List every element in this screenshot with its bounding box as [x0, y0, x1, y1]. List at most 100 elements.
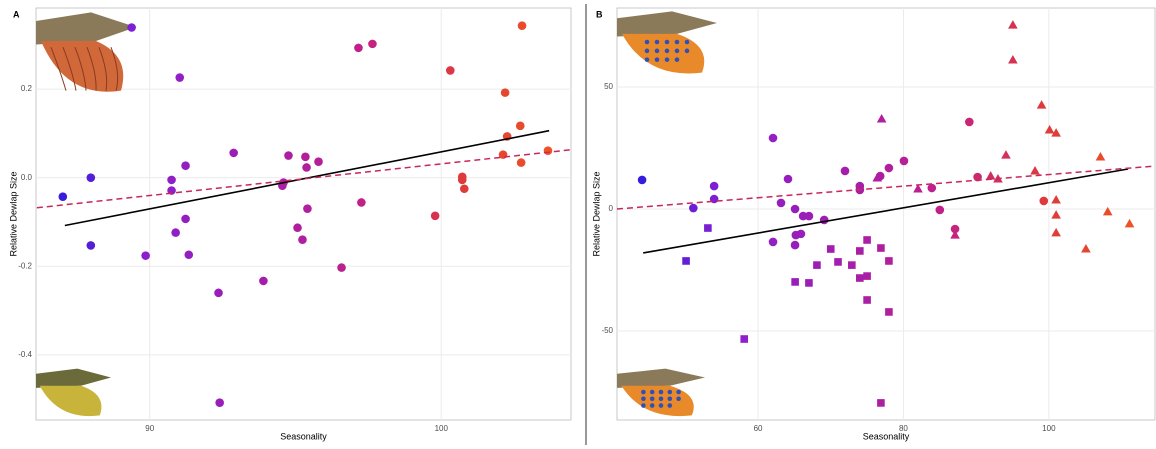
data-point	[813, 261, 821, 269]
dewlap-stripe	[74, 46, 87, 91]
data-point	[1051, 227, 1061, 237]
data-point	[175, 73, 185, 82]
data-point	[1008, 20, 1018, 29]
data-point	[284, 151, 293, 160]
y-tick-label: 50	[604, 82, 613, 91]
y-tick-label: 0.0	[21, 173, 33, 182]
dewlap-spot	[674, 57, 680, 62]
dewlap-stripe	[86, 46, 97, 91]
data-point	[459, 184, 469, 194]
dewlap-spot	[684, 39, 690, 45]
fit-line	[643, 168, 1129, 254]
data-point	[863, 296, 871, 304]
data-point	[430, 211, 440, 221]
dewlap-spot	[667, 389, 673, 395]
data-point	[229, 148, 238, 158]
y-tick-label: -50	[601, 326, 613, 335]
data-point	[863, 236, 871, 244]
data-point	[805, 279, 813, 287]
data-point	[840, 166, 850, 176]
data-point	[1036, 100, 1047, 109]
data-point	[884, 163, 894, 173]
dewlap-spot	[658, 389, 664, 395]
data-point	[913, 183, 923, 193]
lizard-photo	[36, 12, 136, 92]
data-point	[689, 203, 698, 213]
data-point	[704, 224, 712, 232]
data-point	[515, 121, 525, 131]
lizard-photo	[617, 11, 717, 74]
y-tick-label: -0.4	[18, 350, 32, 359]
dewlap-spot	[667, 396, 673, 402]
data-point	[516, 158, 526, 167]
data-point	[834, 258, 842, 266]
data-point	[337, 263, 346, 272]
dewlap-spot	[641, 389, 646, 395]
dewlap-spot	[644, 48, 650, 54]
data-point	[517, 21, 527, 31]
data-point	[127, 23, 136, 32]
dewlap-spot	[644, 39, 650, 45]
data-point	[1081, 244, 1091, 253]
data-point	[167, 175, 176, 185]
plot-background	[616, 7, 1156, 421]
data-point	[357, 198, 366, 207]
data-point	[804, 211, 814, 221]
y-tick-label: 0.2	[21, 84, 33, 93]
data-point	[181, 161, 190, 171]
data-point	[856, 247, 864, 255]
data-point	[1001, 150, 1011, 159]
data-point	[768, 237, 778, 247]
dewlap-spot	[664, 57, 670, 62]
data-point	[796, 229, 806, 239]
data-point	[885, 257, 893, 265]
data-point	[171, 228, 180, 237]
data-point	[709, 181, 719, 191]
data-point	[877, 244, 885, 252]
data-point	[301, 152, 310, 162]
data-point	[791, 278, 799, 286]
data-point	[1051, 128, 1061, 137]
dewlap-spot	[676, 396, 681, 402]
dewlap-spot	[654, 57, 660, 62]
lizard-head	[617, 368, 705, 388]
dewlap-spot	[674, 48, 680, 54]
data-point	[457, 175, 467, 185]
data-point	[500, 88, 510, 97]
dewlap-spot	[654, 39, 660, 45]
lizard-head	[36, 12, 136, 45]
dewlap-spot	[658, 396, 664, 402]
data-point	[899, 156, 909, 166]
dewlap-spot	[676, 389, 681, 395]
data-point	[876, 113, 887, 123]
data-point	[848, 261, 856, 269]
data-point	[965, 117, 974, 127]
x-tick-label: 100	[435, 424, 449, 433]
dewlap-stripe	[110, 46, 119, 91]
dewlap-spot	[641, 403, 646, 408]
y-axis-title: Relative Dewlap Size	[591, 171, 601, 256]
data-point	[214, 288, 223, 298]
data-point	[935, 205, 945, 215]
data-point	[819, 215, 829, 225]
data-point	[1008, 54, 1018, 64]
data-point	[1051, 210, 1061, 219]
data-point	[1051, 194, 1061, 204]
x-tick-label: 100	[1042, 424, 1056, 433]
data-point	[86, 241, 96, 250]
data-point	[872, 173, 883, 182]
data-point	[776, 198, 786, 208]
panel-label: A	[13, 9, 20, 19]
data-point	[790, 240, 800, 250]
data-point	[1044, 124, 1055, 134]
dewlap-stripe	[98, 46, 108, 91]
data-point	[682, 257, 690, 265]
lizard-head	[617, 11, 717, 37]
data-point	[314, 157, 323, 167]
panel-label: B	[596, 9, 603, 19]
data-point	[293, 223, 302, 233]
dewlap-spot	[674, 39, 680, 45]
dewlap-spot	[658, 403, 664, 408]
x-axis-title: Seasonality	[280, 431, 327, 441]
data-point	[877, 399, 885, 407]
